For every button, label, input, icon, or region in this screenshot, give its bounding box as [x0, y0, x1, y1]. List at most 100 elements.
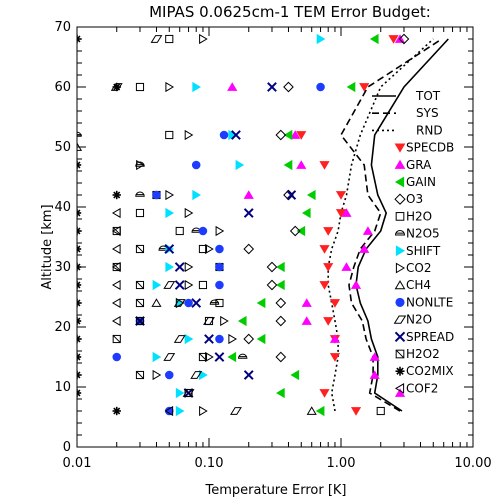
marker-x-stroke — [231, 130, 241, 140]
point-o3 — [398, 33, 410, 45]
series-line-tot — [355, 38, 449, 412]
point-shift — [192, 189, 201, 201]
data-layer — [77, 33, 449, 417]
legend-label: CO2MIX — [406, 364, 454, 378]
x-tick-label: 10.00 — [454, 456, 491, 471]
series-line-sys — [340, 38, 443, 412]
marker-asterisk-stroke — [77, 389, 81, 395]
point-gain — [369, 33, 379, 45]
y-tick-label: 30 — [54, 260, 71, 275]
legend: TOT SYS RND SPECDB GRA GAIN O3 H2O N2O5 SHIFT CO2 C… — [372, 89, 454, 395]
point-n2o5 — [237, 353, 248, 359]
point-co2 — [199, 405, 208, 417]
legend-item-n2o: N2O — [393, 313, 432, 327]
point-specdb — [329, 353, 341, 362]
point-gain — [296, 225, 306, 237]
point-n2o5 — [209, 299, 220, 305]
point-co2mix — [77, 208, 82, 218]
point-h2o — [165, 34, 174, 44]
point-co2 — [184, 261, 194, 273]
legend-item-sys: SYS — [372, 106, 439, 120]
marker-asterisk-stroke — [77, 247, 81, 253]
marker-x-stroke — [174, 262, 185, 272]
point-n2o5 — [135, 191, 145, 197]
legend-item-gain: GAIN — [394, 175, 436, 189]
point-h2o — [135, 82, 145, 92]
marker-x-stroke — [214, 352, 225, 362]
point-ch4 — [151, 298, 162, 307]
legend-item-nonlte: NONLTE — [395, 295, 453, 309]
marker-slash — [112, 335, 121, 343]
point-gra — [329, 334, 341, 343]
point-n2o — [190, 371, 203, 379]
legend-label: SPECDB — [406, 141, 454, 155]
marker-asterisk-stroke — [77, 355, 81, 361]
point-specdb — [350, 407, 362, 416]
marker-box — [135, 244, 145, 254]
series-spread — [135, 82, 297, 398]
marker-slash — [136, 371, 144, 379]
legend-swatch-gra — [394, 159, 406, 169]
point-co2 — [184, 207, 194, 219]
series-o3 — [243, 33, 410, 363]
point-o3 — [275, 297, 287, 309]
series-shift — [136, 33, 326, 417]
marker-asterisk-stroke — [77, 353, 81, 359]
marker-slash — [112, 263, 121, 271]
marker-x-stroke — [286, 190, 297, 200]
marker-asterisk-stroke — [77, 283, 81, 289]
point-gain — [290, 369, 300, 381]
point-h2o — [165, 130, 174, 140]
x-tick-label: 0.10 — [195, 456, 224, 471]
point-gra — [243, 190, 254, 199]
marker-asterisk-stroke — [77, 373, 81, 379]
marker-asterisk-stroke — [77, 35, 81, 41]
legend-swatch-nonlte — [395, 297, 405, 307]
point-shift — [152, 279, 162, 291]
legend-item-co2mix: CO2MIX — [395, 364, 454, 378]
legend-label: SYS — [416, 106, 439, 120]
marker-x-stroke — [243, 208, 254, 218]
point-o3 — [243, 243, 255, 255]
point-gra — [359, 244, 370, 253]
legend-label: N2O — [406, 313, 432, 327]
y-tick-label: 0 — [63, 440, 71, 455]
point-n2o — [163, 281, 176, 289]
point-specdb — [319, 281, 330, 290]
point-co2mix — [77, 352, 82, 362]
point-nonlte — [215, 244, 224, 254]
point-ch4 — [306, 406, 317, 415]
legend-swatch-specdb — [394, 143, 406, 153]
point-specdb — [319, 161, 330, 170]
y-tick-label: 50 — [54, 140, 71, 155]
marker-slash — [112, 227, 121, 235]
point-co2 — [205, 243, 214, 255]
point-shift — [175, 405, 185, 417]
point-gain — [276, 279, 285, 291]
point-spread — [174, 262, 185, 272]
marker-slash — [136, 245, 144, 253]
point-co2mix — [77, 388, 82, 398]
point-gain — [315, 405, 325, 417]
x-axis-label: Temperature Error [K] — [205, 483, 347, 498]
marker-asterisk-stroke — [77, 281, 81, 287]
point-nonlte — [164, 370, 174, 380]
y-axis-label: Altitude [km] — [40, 204, 55, 289]
point-spread — [214, 352, 225, 362]
point-specdb — [323, 263, 334, 272]
point-co2 — [152, 369, 162, 381]
legend-item-h2o2: H2O2 — [395, 347, 440, 361]
point-shift — [316, 33, 326, 45]
point-n2o — [203, 317, 215, 325]
legend-swatch-gain — [394, 176, 405, 188]
legend-item-h2o: H2O — [395, 209, 432, 223]
legend-swatch-co2 — [395, 262, 406, 274]
legend-label: NONLTE — [406, 295, 453, 309]
chart-title: MIPAS 0.0625cm-1 TEM Error Budget: — [149, 3, 431, 21]
marker-asterisk-stroke — [113, 407, 121, 415]
marker-box — [135, 298, 145, 308]
marker-x-stroke — [243, 370, 254, 380]
point-gra — [301, 316, 312, 325]
point-nonlte — [198, 226, 208, 236]
point-h2o — [135, 208, 145, 218]
